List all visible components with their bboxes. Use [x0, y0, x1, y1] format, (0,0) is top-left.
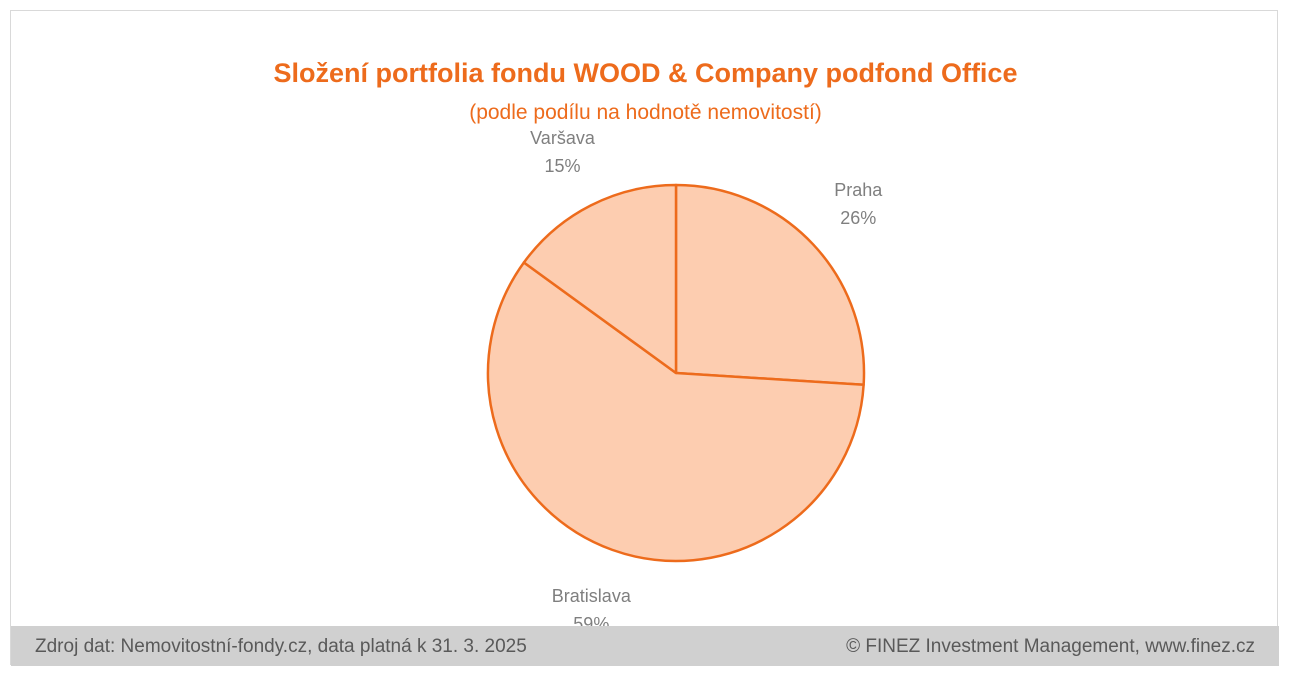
- pie-slice-bratislava: [486, 261, 865, 563]
- pie-slice-varšava: [522, 183, 678, 375]
- data-source-note: Zdroj dat: Nemovitostní-fondy.cz, data p…: [35, 636, 527, 657]
- chart-title: Složení portfolia fondu WOOD & Company p…: [273, 58, 1018, 88]
- slice-value-praha: 26%: [840, 208, 876, 228]
- footer-bar: Zdroj dat: Nemovitostní-fondy.cz, data p…: [11, 626, 1279, 666]
- pie-slice-praha: [674, 183, 866, 387]
- chart-subtitle: (podle podílu na hodnotě nemovitostí): [469, 101, 822, 124]
- slice-value-varšava: 15%: [544, 156, 580, 176]
- slice-label-praha: Praha: [834, 180, 883, 200]
- copyright-note: © FINEZ Investment Management, www.finez…: [846, 636, 1255, 657]
- slice-label-varšava: Varšava: [530, 128, 596, 148]
- slice-label-bratislava: Bratislava: [552, 586, 632, 606]
